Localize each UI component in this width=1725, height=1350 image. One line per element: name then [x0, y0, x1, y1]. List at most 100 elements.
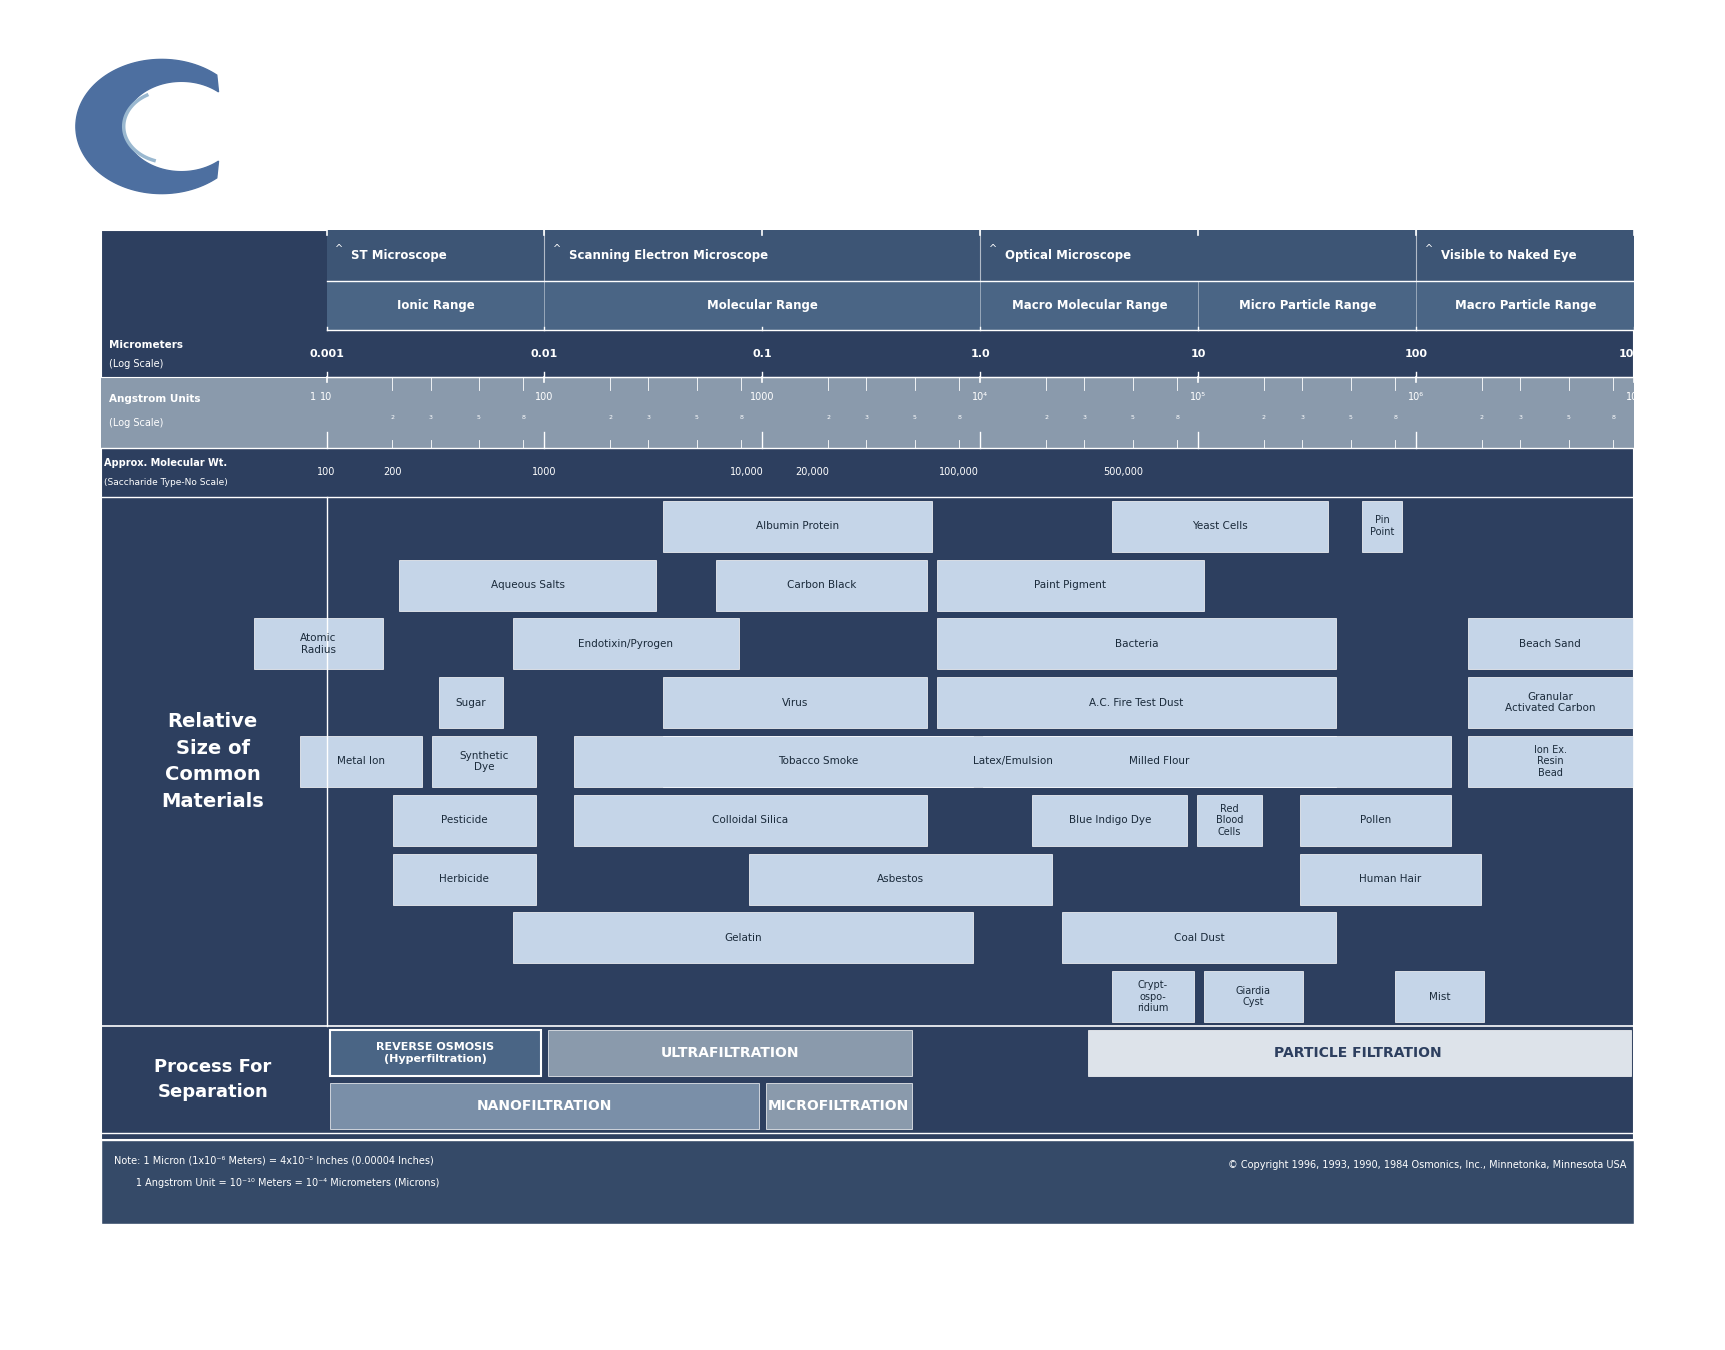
Text: Red
Blood
Cells: Red Blood Cells — [1216, 803, 1244, 837]
Text: Sugar: Sugar — [455, 698, 486, 707]
Text: Carbon Black: Carbon Black — [787, 580, 856, 590]
Bar — [300, 736, 423, 787]
Text: AROLINA IAQ: AROLINA IAQ — [305, 103, 654, 147]
Text: 3: 3 — [647, 414, 650, 420]
Text: Pollen: Pollen — [1359, 815, 1390, 825]
Bar — [254, 618, 383, 670]
Text: Virus: Virus — [781, 698, 807, 707]
Text: 2: 2 — [826, 414, 830, 420]
Text: Macro Molecular Range: Macro Molecular Range — [1011, 300, 1168, 312]
Text: Process For
Separation: Process For Separation — [154, 1058, 271, 1102]
Text: Micrometers: Micrometers — [109, 340, 183, 350]
Text: Paint Pigment: Paint Pigment — [1035, 580, 1106, 590]
Bar — [1197, 795, 1261, 846]
Text: Endotixin/Pyrogen: Endotixin/Pyrogen — [578, 639, 673, 649]
Bar — [1299, 853, 1480, 905]
Text: 500,000: 500,000 — [1102, 467, 1142, 478]
Bar — [326, 281, 1634, 331]
Text: ST Microscope: ST Microscope — [352, 248, 447, 262]
Text: Relative
Size of
Common
Materials: Relative Size of Common Materials — [162, 713, 264, 811]
Text: Pin
Point: Pin Point — [1370, 516, 1394, 537]
Bar — [1396, 971, 1484, 1022]
Text: Latex/Emulsion: Latex/Emulsion — [973, 756, 1052, 767]
Bar — [766, 1084, 911, 1130]
Bar — [1468, 678, 1632, 728]
Text: 8: 8 — [740, 414, 743, 420]
Text: 800-849-5646: 800-849-5646 — [109, 1277, 205, 1291]
Text: Colloidal Silica: Colloidal Silica — [712, 815, 788, 825]
Text: 20,000: 20,000 — [795, 467, 830, 478]
Bar — [329, 1084, 759, 1130]
Text: 10: 10 — [321, 392, 333, 402]
Text: Approx. Molecular Wt.: Approx. Molecular Wt. — [104, 459, 228, 468]
Bar — [1363, 501, 1402, 552]
Text: 1 Angstrom Unit = 10⁻¹⁰ Meters = 10⁻⁴ Micrometers (Microns): 1 Angstrom Unit = 10⁻¹⁰ Meters = 10⁻⁴ Mi… — [114, 1179, 440, 1188]
Bar — [393, 795, 536, 846]
Text: Visible to Naked Eye: Visible to Naked Eye — [1440, 248, 1577, 262]
Text: 100: 100 — [317, 467, 336, 478]
Text: A.C. Fire Test Dust: A.C. Fire Test Dust — [1088, 698, 1183, 707]
Text: 5: 5 — [476, 414, 481, 420]
Bar — [1468, 618, 1632, 670]
Text: Ion Ex.
Resin
Bead: Ion Ex. Resin Bead — [1534, 745, 1566, 778]
Text: (Log Scale): (Log Scale) — [109, 417, 164, 428]
Text: 5: 5 — [913, 414, 916, 420]
Text: 2: 2 — [1263, 414, 1266, 420]
Text: Bacteria: Bacteria — [1114, 639, 1157, 649]
Text: 5: 5 — [1349, 414, 1352, 420]
Text: 2: 2 — [1044, 414, 1049, 420]
Bar — [431, 736, 536, 787]
Text: 3: 3 — [428, 414, 433, 420]
Bar — [662, 736, 973, 787]
Text: Metal Ion: Metal Ion — [336, 756, 385, 767]
Text: Angstrom Units: Angstrom Units — [109, 394, 200, 405]
Text: Carolina IAQ: Carolina IAQ — [109, 1249, 197, 1262]
Bar — [716, 559, 926, 610]
Text: Scanning Electron Microscope: Scanning Electron Microscope — [569, 248, 768, 262]
Text: 1.0: 1.0 — [971, 348, 990, 359]
Text: 10⁷: 10⁷ — [1627, 392, 1642, 402]
Text: 1: 1 — [310, 392, 316, 402]
Text: 3: 3 — [1301, 414, 1304, 420]
Text: 2: 2 — [390, 414, 393, 420]
Text: 0.001: 0.001 — [309, 348, 343, 359]
Text: Ionic Range: Ionic Range — [397, 300, 474, 312]
Text: ULTRAFILTRATION: ULTRAFILTRATION — [661, 1046, 799, 1060]
Text: 100: 100 — [535, 392, 554, 402]
Bar — [100, 377, 1634, 448]
Bar — [1063, 913, 1335, 964]
Bar — [662, 678, 926, 728]
Text: 8: 8 — [1611, 414, 1615, 420]
Text: Gelatin: Gelatin — [724, 933, 762, 942]
Text: 0.01: 0.01 — [531, 348, 559, 359]
Text: Micro Particle Range: Micro Particle Range — [1239, 300, 1377, 312]
Text: Herbicide: Herbicide — [440, 873, 490, 884]
Text: 0.1: 0.1 — [752, 348, 773, 359]
Text: (Log Scale): (Log Scale) — [109, 359, 164, 369]
Bar — [100, 1139, 1634, 1223]
Text: PARTICLE FILTRATION: PARTICLE FILTRATION — [1273, 1046, 1442, 1060]
Bar — [438, 678, 504, 728]
Text: Asbestos: Asbestos — [876, 873, 925, 884]
Text: 10⁵: 10⁵ — [1190, 392, 1206, 402]
Text: 200: 200 — [383, 467, 402, 478]
Text: 8: 8 — [1175, 414, 1180, 420]
Text: Atomic
Radius: Atomic Radius — [300, 633, 336, 655]
Text: ^: ^ — [1425, 244, 1433, 254]
Bar — [329, 1030, 542, 1076]
Text: Macro Particle Range: Macro Particle Range — [1454, 300, 1596, 312]
Text: 5: 5 — [1132, 414, 1135, 420]
Text: ^: ^ — [335, 244, 343, 254]
Text: 2: 2 — [609, 414, 612, 420]
Text: 100,000: 100,000 — [940, 467, 980, 478]
Bar — [1468, 736, 1632, 787]
Text: Coal Dust: Coal Dust — [1173, 933, 1225, 942]
Text: © Copyright 1996, 1993, 1990, 1984 Osmonics, Inc., Minnetonka, Minnesota USA: © Copyright 1996, 1993, 1990, 1984 Osmon… — [1228, 1161, 1627, 1170]
Text: 3: 3 — [864, 414, 868, 420]
Bar — [574, 736, 1451, 787]
Bar — [1299, 795, 1451, 846]
Bar — [937, 618, 1335, 670]
Bar — [326, 230, 1634, 281]
Text: 10,000: 10,000 — [730, 467, 764, 478]
Text: 10⁴: 10⁴ — [973, 392, 988, 402]
